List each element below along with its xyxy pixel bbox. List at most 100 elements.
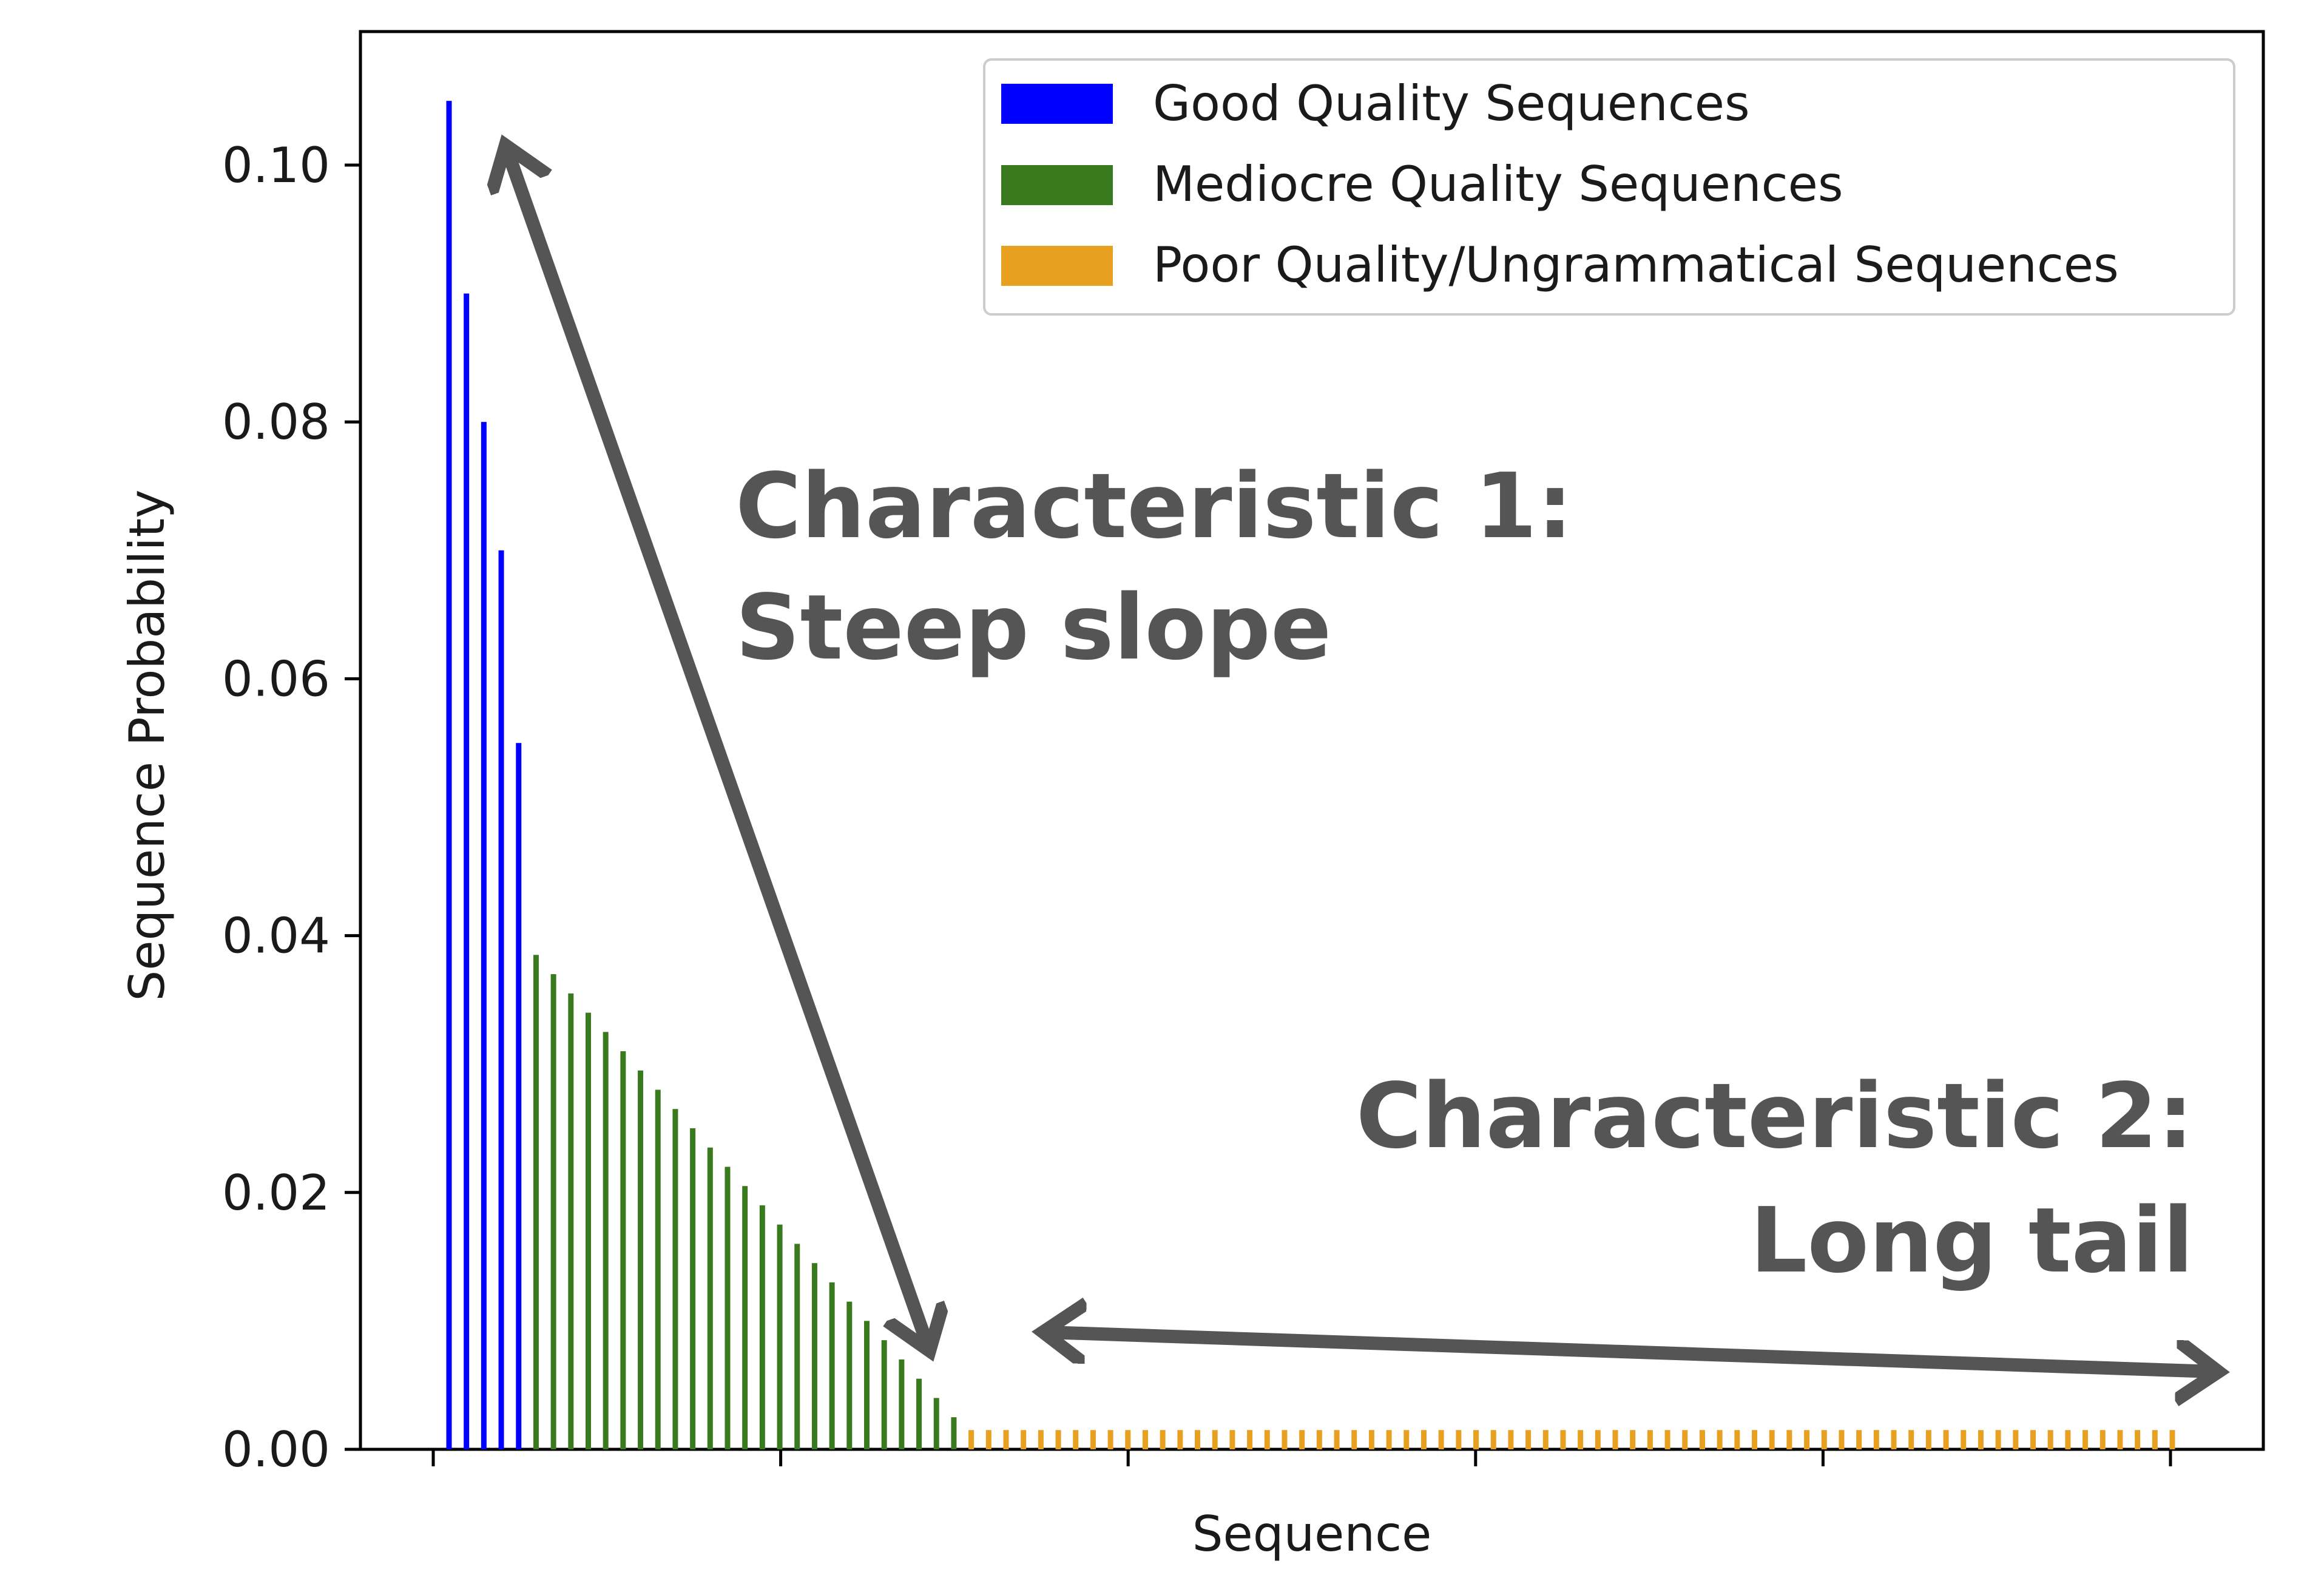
bar	[742, 1186, 748, 1449]
bar	[707, 1147, 713, 1449]
bar	[1995, 1430, 2001, 1449]
bar	[1351, 1430, 1357, 1449]
bar	[1247, 1430, 1253, 1449]
bar	[1752, 1430, 1758, 1449]
bar	[1404, 1430, 1410, 1449]
bar	[1595, 1430, 1601, 1449]
legend-swatch-good	[1001, 84, 1113, 124]
legend-label-mediocre: Mediocre Quality Sequences	[1153, 156, 1843, 212]
bar	[1212, 1430, 1218, 1449]
bar	[516, 743, 522, 1449]
bar	[446, 101, 452, 1450]
bar	[794, 1244, 800, 1449]
bar	[2117, 1430, 2123, 1449]
bar	[1490, 1430, 1496, 1449]
steep-slope-arrow	[507, 149, 928, 1347]
bar	[1264, 1430, 1270, 1449]
bar	[585, 1012, 591, 1449]
bar	[533, 955, 539, 1449]
bar	[1839, 1430, 1845, 1449]
bar	[1021, 1430, 1027, 1449]
bar	[568, 993, 574, 1449]
bar	[1160, 1430, 1166, 1449]
y-tick-label: 0.02	[222, 1165, 330, 1221]
bar	[881, 1340, 887, 1449]
bar	[1664, 1430, 1670, 1449]
bar	[1542, 1430, 1549, 1449]
bar	[1420, 1430, 1427, 1449]
bar	[498, 550, 504, 1449]
bar	[620, 1051, 626, 1449]
bar	[916, 1378, 922, 1449]
long-tail-arrow	[1047, 1332, 2215, 1372]
bar	[1438, 1430, 1444, 1449]
characteristic-2-line-2: Long tail	[1750, 1188, 2194, 1293]
bar	[1073, 1430, 1079, 1449]
bar	[1525, 1430, 1532, 1449]
bar	[1386, 1430, 1392, 1449]
legend-swatch-poor	[1001, 246, 1113, 286]
characteristic-1-line-2: Steep slope	[735, 575, 1331, 680]
bar	[2047, 1430, 2053, 1449]
bar	[1699, 1430, 1705, 1449]
bar	[1473, 1430, 1479, 1449]
bar	[1978, 1430, 1984, 1449]
plot-frame	[359, 30, 2265, 1451]
bar	[1647, 1430, 1653, 1449]
bar	[1908, 1430, 1914, 1449]
bar	[2030, 1430, 2036, 1449]
bar	[550, 974, 556, 1449]
x-axis	[431, 1449, 2172, 1466]
bar	[968, 1430, 975, 1449]
y-tick-label: 0.06	[222, 651, 330, 707]
bar	[829, 1282, 835, 1449]
legend-label-poor: Poor Quality/Ungrammatical Sequences	[1153, 237, 2119, 293]
bar	[1873, 1430, 1879, 1449]
bar	[1786, 1430, 1792, 1449]
bar	[1717, 1430, 1723, 1449]
bar	[759, 1205, 765, 1449]
bar	[2135, 1430, 2141, 1449]
bar	[1578, 1430, 1584, 1449]
bar	[481, 422, 487, 1450]
bar	[777, 1224, 783, 1449]
bar	[1612, 1430, 1618, 1449]
bar	[655, 1089, 661, 1449]
bar	[1925, 1430, 1931, 1449]
bar	[1038, 1430, 1044, 1449]
bar	[1508, 1430, 1514, 1449]
characteristic-1-line-1: Characteristic 1:	[735, 454, 1573, 558]
bar	[1734, 1430, 1740, 1449]
bar	[811, 1263, 817, 1449]
bar	[464, 293, 470, 1450]
bar	[1456, 1430, 1462, 1449]
bar	[1821, 1430, 1827, 1449]
bar	[1316, 1430, 1322, 1449]
legend-box	[983, 58, 2235, 316]
bar	[863, 1321, 870, 1449]
bar	[1229, 1430, 1235, 1449]
bar	[1107, 1430, 1113, 1449]
bar	[1630, 1430, 1636, 1449]
bar	[899, 1359, 905, 1449]
bar	[1177, 1430, 1183, 1449]
bar	[846, 1301, 853, 1449]
y-tick-label: 0.04	[222, 908, 330, 964]
y-axis-label: Sequence Probability	[119, 490, 175, 1001]
legend-swatch-mediocre	[1001, 165, 1113, 205]
bar	[1769, 1430, 1775, 1449]
bar	[638, 1070, 644, 1449]
bar	[725, 1167, 731, 1449]
bar	[933, 1398, 939, 1449]
bar	[2152, 1430, 2158, 1449]
bar	[1090, 1430, 1096, 1449]
bar	[1891, 1430, 1897, 1449]
legend: Good Quality Sequences Mediocre Quality …	[983, 58, 2235, 316]
bar	[2013, 1430, 2019, 1449]
bar	[603, 1032, 609, 1449]
bar	[1142, 1430, 1148, 1449]
legend-label-good: Good Quality Sequences	[1153, 75, 1750, 132]
bar	[951, 1417, 957, 1449]
bar	[1299, 1430, 1305, 1449]
bar	[2099, 1430, 2106, 1449]
